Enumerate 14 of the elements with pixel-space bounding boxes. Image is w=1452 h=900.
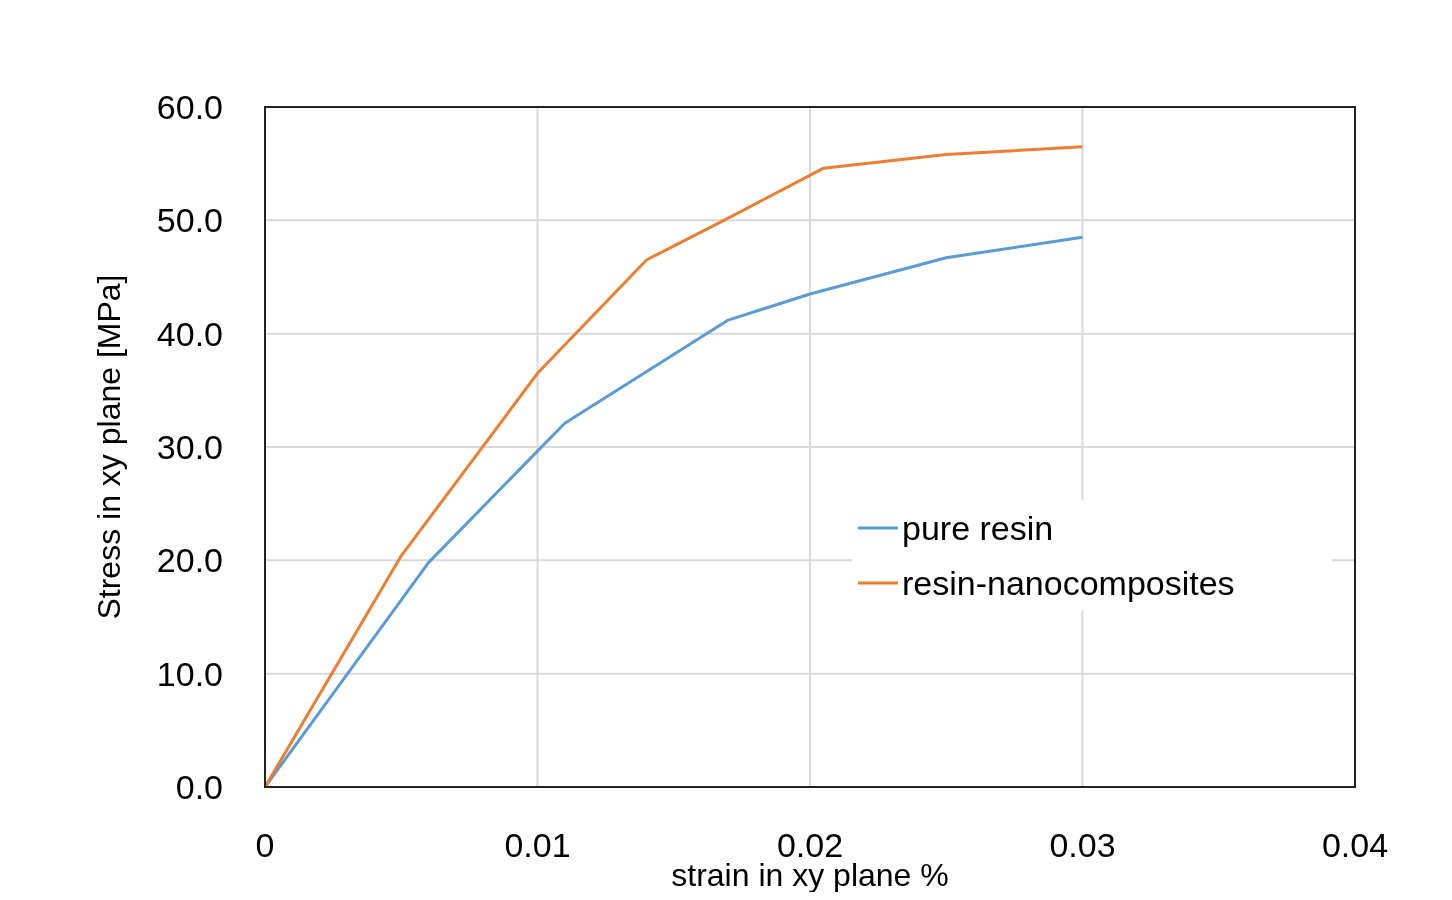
y-axis-title: Stress in xy plane [MPa] — [91, 274, 127, 620]
x-tick-label: 0 — [255, 826, 275, 864]
legend-label: pure resin — [902, 508, 1054, 547]
y-tick-label: 10.0 — [156, 654, 223, 693]
y-tick-label: 20.0 — [156, 541, 223, 580]
y-tick-label: 50.0 — [156, 201, 223, 240]
y-tick-label: 60.0 — [156, 87, 223, 126]
x-tick-label: 0.04 — [1321, 826, 1389, 864]
legend-label: resin-nanocomposites — [902, 563, 1235, 602]
y-tick-label: 40.0 — [156, 314, 223, 353]
y-tick-label: 30.0 — [156, 427, 223, 466]
x-tick-label: 0.03 — [1049, 826, 1116, 864]
x-tick-label: 0.01 — [504, 826, 571, 864]
y-tick-label: 0.0 — [175, 767, 223, 806]
